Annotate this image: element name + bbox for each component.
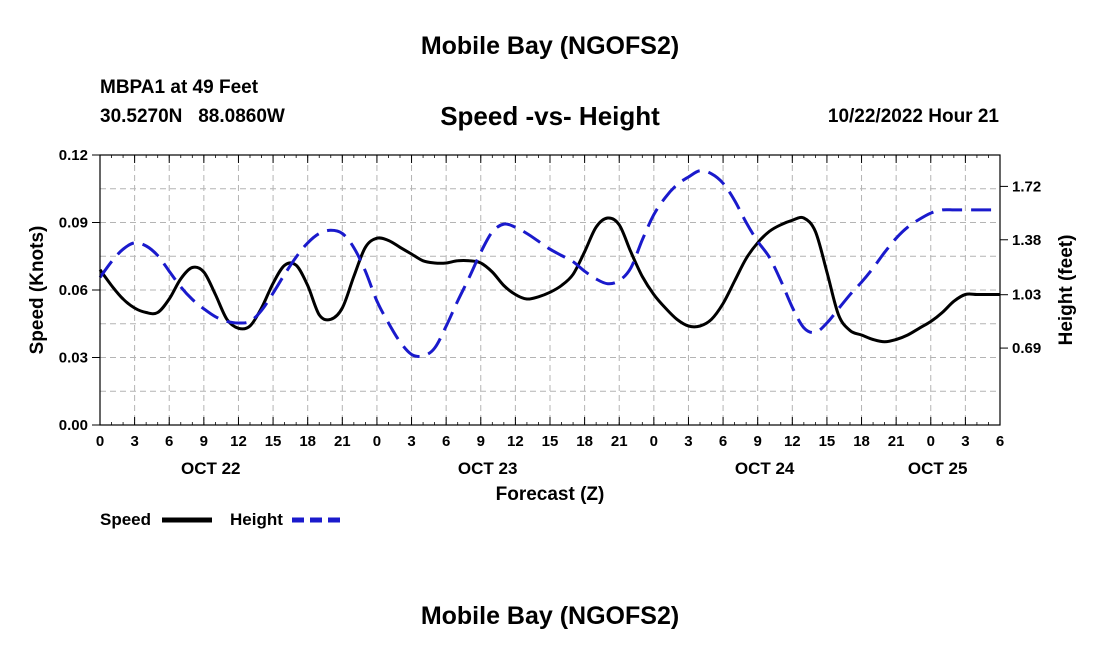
x-tick-label: 3 xyxy=(407,433,415,450)
x-tick-label: 0 xyxy=(927,433,935,450)
x-tick-label: 9 xyxy=(477,433,485,450)
y-tick-label-right: 1.03 xyxy=(1012,287,1041,304)
grid-lines xyxy=(100,155,1000,425)
date-label: OCT 24 xyxy=(735,459,795,478)
x-tick-label: 15 xyxy=(542,433,559,450)
y-tick-label-right: 0.69 xyxy=(1012,340,1041,357)
y-tick-label-left: 0.06 xyxy=(59,282,88,299)
x-tick-label: 21 xyxy=(611,433,628,450)
legend: Speed Height xyxy=(100,510,342,529)
x-tick-label: 0 xyxy=(373,433,381,450)
axis-ticks: 0 3 6 9 12 15 18 21 0 3 6 9 12 15 18 21 0 3 6 9 12 15 18 21 0 3 6O… xyxy=(59,147,1041,478)
y-tick-label-left: 0.03 xyxy=(59,350,88,367)
station-name: MBPA1 at 49 Feet xyxy=(100,77,259,98)
station-coords: 30.5270N 88.0860W xyxy=(100,106,285,127)
y-tick-label-left: 0.00 xyxy=(59,417,88,434)
date-label: OCT 25 xyxy=(908,459,968,478)
x-tick-label: 9 xyxy=(200,433,208,450)
x-tick-label: 6 xyxy=(165,433,173,450)
x-tick-label: 18 xyxy=(299,433,316,450)
legend-height-label: Height xyxy=(230,510,283,529)
y-tick-label-right: 1.72 xyxy=(1012,178,1041,195)
x-tick-label: 6 xyxy=(996,433,1004,450)
x-tick-label: 12 xyxy=(230,433,247,450)
chart-title: Speed -vs- Height xyxy=(440,101,660,131)
x-tick-label: 0 xyxy=(650,433,658,450)
bottom-title: Mobile Bay (NGOFS2) xyxy=(420,602,680,630)
x-tick-label: 15 xyxy=(265,433,282,450)
x-tick-label: 12 xyxy=(507,433,524,450)
y-tick-label-left: 0.12 xyxy=(59,147,88,164)
y-tick-label-right: 1.38 xyxy=(1012,232,1041,249)
x-tick-label: 15 xyxy=(819,433,836,450)
x-tick-label: 3 xyxy=(684,433,692,450)
series-line-speed xyxy=(98,215,1000,344)
x-tick-label: 18 xyxy=(853,433,870,450)
series-lines xyxy=(98,169,1000,359)
x-tick-label: 3 xyxy=(961,433,969,450)
x-tick-label: 6 xyxy=(719,433,727,450)
main-title: Mobile Bay (NGOFS2) xyxy=(420,32,680,60)
x-tick-label: 9 xyxy=(754,433,762,450)
x-axis-label: Forecast (Z) xyxy=(496,484,605,505)
x-tick-label: 0 xyxy=(96,433,104,450)
speed-height-chart: 0 3 6 9 12 15 18 21 0 3 6 9 12 15 18 21 0 3 6 9 12 15 18 21 0 3 6O… xyxy=(27,147,1077,529)
y-axis-label-right: Height (feet) xyxy=(1056,235,1077,346)
x-tick-label: 3 xyxy=(130,433,138,450)
legend-speed-label: Speed xyxy=(100,510,151,529)
x-tick-label: 21 xyxy=(888,433,905,450)
date-label: OCT 22 xyxy=(181,459,241,478)
date-label: OCT 23 xyxy=(458,459,518,478)
x-tick-label: 21 xyxy=(334,433,351,450)
x-tick-label: 12 xyxy=(784,433,801,450)
x-tick-label: 6 xyxy=(442,433,450,450)
series-line-height xyxy=(98,169,1000,359)
chart-datetime: 10/22/2022 Hour 21 xyxy=(827,106,999,127)
x-tick-label: 18 xyxy=(576,433,593,450)
y-tick-label-left: 0.09 xyxy=(59,215,88,232)
y-axis-label-left: Speed (Knots) xyxy=(27,226,48,355)
